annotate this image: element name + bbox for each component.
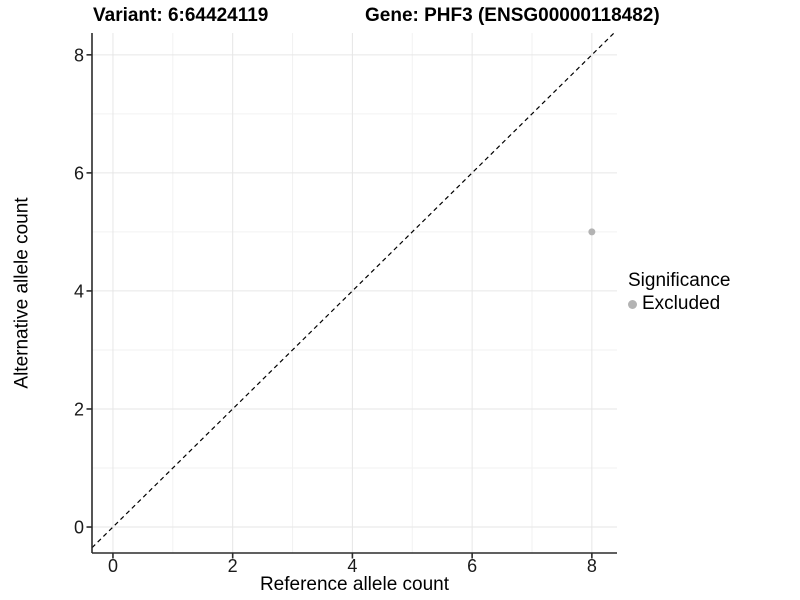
y-axis-title: Alternative allele count <box>11 197 33 389</box>
x-tick-label: 0 <box>108 556 118 576</box>
x-axis-title: Reference allele count <box>259 574 450 595</box>
y-tick-label: 0 <box>74 518 84 538</box>
x-tick-label: 6 <box>467 556 477 576</box>
excluded-point-icon <box>628 299 637 309</box>
identity-dashed-line <box>91 32 615 549</box>
legend-item-excluded: Excluded <box>628 293 730 315</box>
x-tick-label: 4 <box>347 556 357 576</box>
x-tick-label: 2 <box>228 556 238 576</box>
y-tick-label: 8 <box>74 45 84 65</box>
variant-title: Variant: 6:64424119 <box>93 5 269 26</box>
legend: Significance Excluded <box>628 271 730 315</box>
y-tick-label: 2 <box>74 399 84 419</box>
legend-item-label: Excluded <box>642 293 721 314</box>
y-tick-label: 6 <box>74 163 84 183</box>
x-tick-label: 8 <box>587 556 597 576</box>
legend-title: Significance <box>628 270 731 291</box>
y-tick-label: 4 <box>74 281 84 301</box>
data-point <box>588 228 596 236</box>
gene-title: Gene: PHF3 (ENSG00000118482) <box>365 5 660 26</box>
